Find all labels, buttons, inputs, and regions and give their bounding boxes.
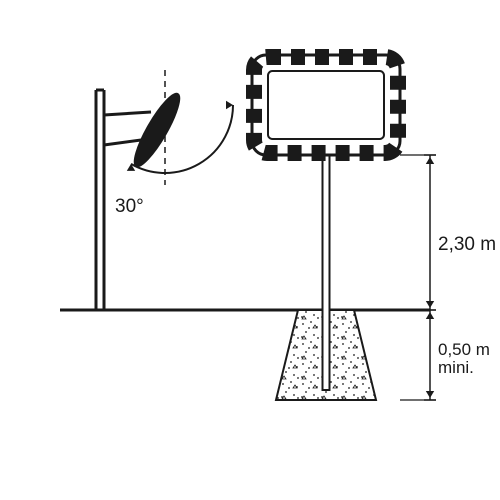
right-pole	[323, 155, 330, 390]
mirror-face	[268, 71, 384, 139]
angle-label: 30°	[115, 196, 144, 217]
dimension-label: 2,30 m	[438, 234, 496, 255]
